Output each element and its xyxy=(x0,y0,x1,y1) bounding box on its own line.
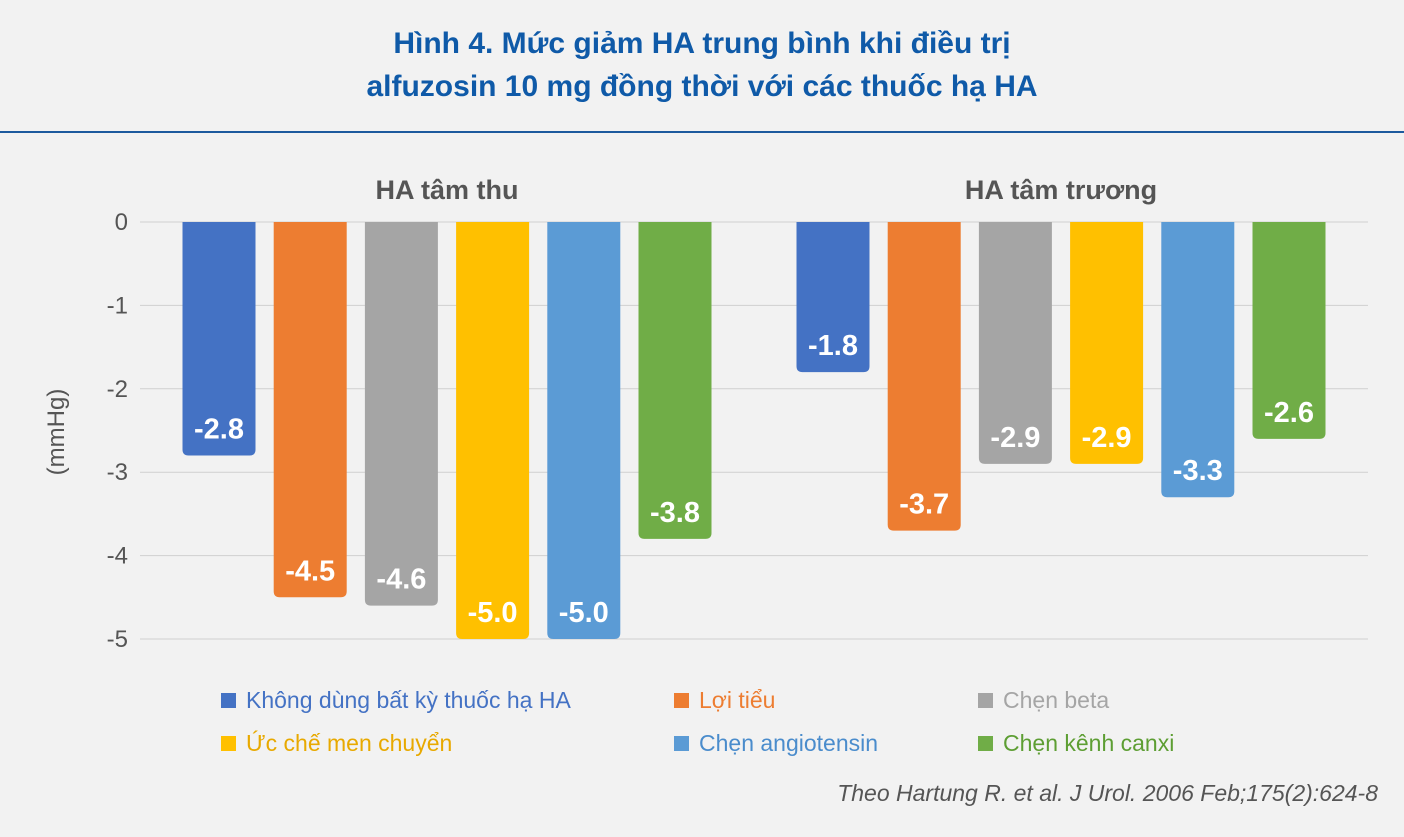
legend-label: Chẹn beta xyxy=(1003,686,1110,713)
bar xyxy=(364,222,438,606)
bar-value-label: -3.7 xyxy=(899,489,949,521)
legend-swatch xyxy=(978,692,993,708)
bar-value-label: -4.5 xyxy=(285,555,335,587)
y-tick-label: -3 xyxy=(107,459,128,486)
legend-label: Không dùng bất kỳ thuốc hạ HA xyxy=(246,686,571,713)
legend-item: Ức chế men chuyển xyxy=(221,729,452,757)
bar xyxy=(456,222,530,639)
bar-value-label: -3.8 xyxy=(650,497,700,529)
legend-label: Chẹn angiotensin xyxy=(699,729,879,756)
bar-value-label: -2.9 xyxy=(990,422,1040,454)
legend-item: Không dùng bất kỳ thuốc hạ HA xyxy=(221,686,571,714)
legend-item: Lợi tiểu xyxy=(674,686,775,714)
category-label: HA tâm thu xyxy=(376,175,519,205)
bar xyxy=(1252,222,1326,439)
bar-value-label: -1.8 xyxy=(808,330,858,362)
source-citation: Theo Hartung R. et al. J Urol. 2006 Feb;… xyxy=(837,780,1378,806)
bar xyxy=(273,222,347,598)
legend-item: Chẹn angiotensin xyxy=(674,729,878,757)
y-tick-label: -4 xyxy=(107,543,128,570)
chart-title-line-1: Hình 4. Mức giảm HA trung bình khi điều … xyxy=(393,27,1011,60)
bar-value-label: -5.0 xyxy=(559,597,609,629)
bar xyxy=(1070,222,1144,464)
bar xyxy=(638,222,712,539)
bar-value-label: -4.6 xyxy=(376,564,426,596)
bar xyxy=(1161,222,1235,498)
legend-item: Chẹn beta xyxy=(978,686,1109,714)
category-label: HA tâm trương xyxy=(965,175,1157,205)
bar-value-label: -3.3 xyxy=(1173,455,1223,487)
y-tick-label: -5 xyxy=(107,626,128,653)
bar-value-label: -2.9 xyxy=(1082,422,1132,454)
y-tick-label: -2 xyxy=(107,376,128,403)
legend-swatch xyxy=(674,735,689,751)
legend-label: Lợi tiểu xyxy=(699,686,776,713)
bar xyxy=(796,222,870,373)
chart-title: Hình 4. Mức giảm HA trung bình khi điều … xyxy=(0,22,1404,108)
legend-swatch xyxy=(221,692,236,708)
y-tick-label: -1 xyxy=(107,292,128,319)
chart-title-line-2: alfuzosin 10 mg đồng thời với các thuốc … xyxy=(366,70,1038,103)
bar-value-label: -5.0 xyxy=(468,597,518,629)
legend-swatch xyxy=(978,735,993,751)
y-axis-label: (mmHg) xyxy=(43,389,70,476)
legend-item: Chẹn kênh canxi xyxy=(978,729,1174,757)
legend-swatch xyxy=(674,692,689,708)
legend-label: Chẹn kênh canxi xyxy=(1003,729,1175,756)
bar xyxy=(887,222,961,531)
bar-value-label: -2.6 xyxy=(1264,397,1314,429)
bar xyxy=(182,222,256,456)
bar xyxy=(547,222,621,639)
title-divider xyxy=(0,131,1404,133)
bar-value-label: -2.8 xyxy=(194,414,244,446)
bar xyxy=(978,222,1052,464)
legend-label: Ức chế men chuyển xyxy=(246,729,453,756)
legend-swatch xyxy=(221,735,236,751)
y-tick-label: 0 xyxy=(115,209,128,236)
